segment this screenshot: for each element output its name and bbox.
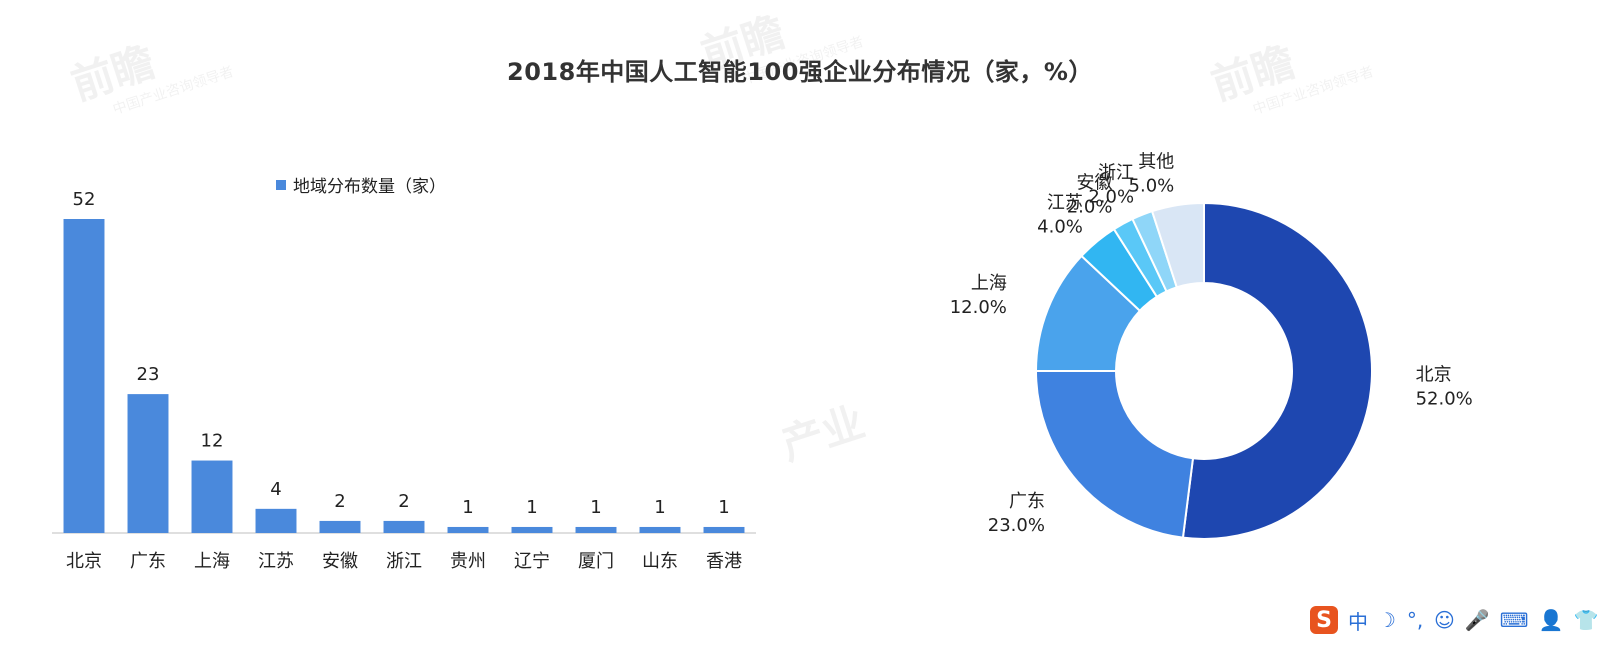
bar-value-label: 4	[270, 479, 281, 500]
slice-category-label: 北京	[1416, 364, 1452, 385]
bar-value-label: 52	[73, 189, 96, 210]
slice-value-label: 12.0%	[950, 297, 1007, 318]
microphone-icon[interactable]: 🎤	[1464, 608, 1490, 632]
bar	[447, 526, 489, 533]
x-tick-label: 山东	[642, 551, 678, 572]
x-tick-label: 江苏	[258, 551, 294, 572]
donut-slice	[1181, 201, 1373, 540]
donut-chart: 北京52.0%广东23.0%上海12.0%江苏4.0%安徽2.0%浙江2.0%其…	[950, 151, 1473, 540]
ime-toolbar[interactable]: S 中 ☽ °, ☺ 🎤 ⌨ 👤 👕	[1310, 603, 1600, 637]
shirt-icon[interactable]: 👕	[1573, 608, 1599, 632]
bar	[511, 526, 553, 533]
slice-category-label: 安徽	[1076, 173, 1112, 194]
slice-category-label: 江苏	[1047, 193, 1083, 214]
donut-slice	[1150, 201, 1205, 289]
slice-value-label: 23.0%	[988, 515, 1045, 536]
x-tick-label: 厦门	[578, 551, 614, 572]
bar	[191, 460, 233, 533]
donut-slice	[1034, 370, 1195, 539]
bar	[63, 219, 105, 533]
bar	[575, 526, 617, 533]
x-tick-label: 上海	[194, 551, 230, 572]
x-tick-label: 安徽	[322, 551, 358, 572]
slice-value-label: 52.0%	[1416, 388, 1473, 409]
slice-value-label: 2.0%	[1067, 197, 1113, 218]
legend-label: 地域分布数量（家）	[293, 177, 446, 197]
bar-value-label: 23	[137, 364, 160, 385]
x-tick-label: 贵州	[450, 551, 486, 572]
half-width-moon-icon[interactable]: ☽	[1378, 608, 1396, 632]
bar	[319, 520, 361, 533]
bar-value-label: 1	[718, 497, 729, 518]
sogou-logo-icon[interactable]: S	[1310, 606, 1338, 634]
slice-value-label: 2.0%	[1088, 186, 1134, 207]
bar	[127, 394, 169, 533]
punctuation-icon[interactable]: °,	[1406, 608, 1424, 632]
x-tick-label: 辽宁	[514, 551, 550, 572]
bar-value-label: 1	[654, 497, 665, 518]
slice-category-label: 其他	[1138, 151, 1174, 172]
bar-value-label: 12	[201, 431, 224, 452]
keyboard-icon[interactable]: ⌨	[1499, 608, 1529, 632]
bar-value-label: 1	[462, 497, 473, 518]
bar-chart: 52 北京 23 广东 12 上海 4 江苏 2 安徽 2 浙江 1 贵州 1 辽宁 1 厦门 1 山东 1 香港	[52, 189, 756, 572]
ime-mode-toggle[interactable]: 中	[1348, 609, 1368, 634]
bar-value-label: 1	[526, 497, 537, 518]
x-tick-label: 浙江	[386, 551, 422, 572]
slice-category-label: 浙江	[1098, 162, 1134, 183]
slice-category-label: 上海	[971, 273, 1007, 294]
chart-title: 2018年中国人工智能100强企业分布情况（家，%）	[507, 58, 1093, 86]
slice-category-label: 广东	[1009, 491, 1045, 512]
x-tick-label: 广东	[130, 551, 166, 572]
x-tick-label: 香港	[706, 551, 742, 572]
legend-swatch	[276, 179, 286, 190]
slice-value-label: 4.0%	[1037, 217, 1083, 238]
bar	[255, 508, 297, 533]
x-tick-label: 北京	[66, 551, 102, 572]
emoji-icon[interactable]: ☺	[1434, 608, 1455, 632]
bar	[703, 526, 745, 533]
bar	[383, 520, 425, 533]
user-icon[interactable]: 👤	[1538, 608, 1564, 632]
bar-legend: 地域分布数量（家）	[276, 172, 446, 197]
bar-value-label: 2	[398, 491, 409, 512]
bar-value-label: 1	[590, 497, 601, 518]
bar-value-label: 2	[334, 491, 345, 512]
slice-value-label: 5.0%	[1129, 175, 1175, 196]
bar	[639, 526, 681, 533]
